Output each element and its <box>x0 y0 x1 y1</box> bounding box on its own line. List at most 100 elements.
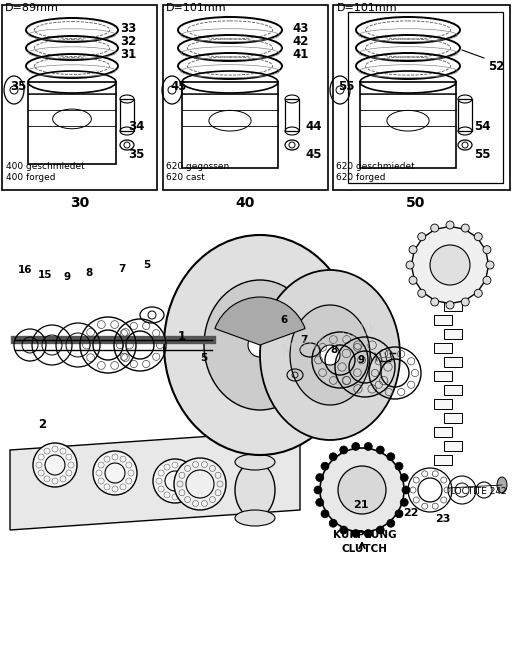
Text: 43: 43 <box>292 22 308 35</box>
Text: 41: 41 <box>292 48 308 61</box>
Circle shape <box>174 458 226 510</box>
Text: 9: 9 <box>358 355 365 365</box>
Circle shape <box>352 529 360 537</box>
Text: D=89mm: D=89mm <box>5 3 59 13</box>
Circle shape <box>483 246 491 254</box>
Circle shape <box>364 529 372 537</box>
Text: 45: 45 <box>170 80 186 93</box>
Text: Motorepublik: Motorepublik <box>280 320 380 360</box>
Bar <box>434 259 452 269</box>
Bar <box>120 99 134 131</box>
Bar <box>163 5 328 190</box>
Circle shape <box>400 474 408 482</box>
Circle shape <box>376 446 385 454</box>
Circle shape <box>387 453 395 461</box>
Bar <box>434 455 452 465</box>
Circle shape <box>364 442 372 450</box>
Text: 33: 33 <box>120 22 136 35</box>
Text: LOCTITE 242: LOCTITE 242 <box>450 487 507 496</box>
Circle shape <box>446 301 454 309</box>
Circle shape <box>418 289 425 297</box>
Circle shape <box>486 261 494 269</box>
Ellipse shape <box>235 462 275 518</box>
Circle shape <box>316 474 324 482</box>
Circle shape <box>329 519 337 527</box>
Bar <box>434 315 452 325</box>
Text: 9: 9 <box>64 272 71 282</box>
Text: 22: 22 <box>403 508 418 518</box>
Circle shape <box>483 276 491 284</box>
Bar <box>28 82 116 164</box>
Text: 620 cast: 620 cast <box>166 173 205 182</box>
Bar <box>434 427 452 437</box>
Circle shape <box>320 448 404 532</box>
Bar <box>444 413 462 423</box>
Bar <box>434 287 452 297</box>
Text: 40: 40 <box>236 196 254 210</box>
Text: 7: 7 <box>118 264 125 274</box>
Text: 44: 44 <box>305 120 322 133</box>
Text: 31: 31 <box>120 48 136 61</box>
Ellipse shape <box>235 510 275 526</box>
Text: 21: 21 <box>353 500 369 510</box>
Circle shape <box>338 466 386 514</box>
Text: 15: 15 <box>38 270 53 280</box>
Bar <box>444 245 462 255</box>
Text: 45: 45 <box>305 148 322 161</box>
Text: 1: 1 <box>178 330 186 343</box>
Text: 7: 7 <box>300 335 307 345</box>
Circle shape <box>321 509 329 517</box>
Text: D=101mm: D=101mm <box>337 3 398 13</box>
Bar <box>444 329 462 339</box>
Ellipse shape <box>260 270 400 440</box>
Circle shape <box>320 345 340 365</box>
Text: 30: 30 <box>70 196 90 210</box>
Text: 5: 5 <box>200 353 207 363</box>
Circle shape <box>376 526 385 534</box>
Circle shape <box>352 442 360 450</box>
Ellipse shape <box>235 454 275 470</box>
Circle shape <box>248 333 272 357</box>
Text: CLUTCH: CLUTCH <box>342 544 388 554</box>
Bar <box>444 441 462 451</box>
Circle shape <box>474 232 482 240</box>
Text: 16: 16 <box>18 265 32 275</box>
Circle shape <box>181 341 209 369</box>
Text: 400 forged: 400 forged <box>6 173 55 182</box>
Bar <box>333 5 510 190</box>
Text: 52: 52 <box>488 60 504 73</box>
Circle shape <box>474 289 482 297</box>
Bar <box>444 357 462 367</box>
Text: KUPPLUNG: KUPPLUNG <box>333 530 397 540</box>
Text: D=101mm: D=101mm <box>166 3 227 13</box>
Circle shape <box>412 227 488 303</box>
Text: 5: 5 <box>143 260 150 270</box>
Ellipse shape <box>290 305 370 405</box>
Circle shape <box>431 224 439 232</box>
Circle shape <box>272 307 304 339</box>
Circle shape <box>409 246 417 254</box>
Text: 34: 34 <box>128 120 144 133</box>
Circle shape <box>153 459 197 503</box>
Bar <box>444 385 462 395</box>
Text: 400 geschmiedet: 400 geschmiedet <box>6 162 85 171</box>
Text: 23: 23 <box>435 514 451 524</box>
Circle shape <box>33 443 77 487</box>
Text: 6: 6 <box>280 315 287 325</box>
Ellipse shape <box>164 235 356 455</box>
Text: 8: 8 <box>330 345 337 355</box>
Text: 50: 50 <box>407 196 425 210</box>
Bar <box>348 12 503 183</box>
Circle shape <box>446 221 454 229</box>
Text: 2: 2 <box>38 418 46 431</box>
Text: 35: 35 <box>10 80 27 93</box>
Text: 35: 35 <box>128 148 144 161</box>
Circle shape <box>461 298 470 306</box>
Circle shape <box>340 526 348 534</box>
Bar <box>444 273 462 283</box>
Text: 32: 32 <box>120 35 136 48</box>
Circle shape <box>93 451 137 495</box>
Bar <box>434 343 452 353</box>
Text: 620 gegossen: 620 gegossen <box>166 162 229 171</box>
Circle shape <box>402 486 410 494</box>
